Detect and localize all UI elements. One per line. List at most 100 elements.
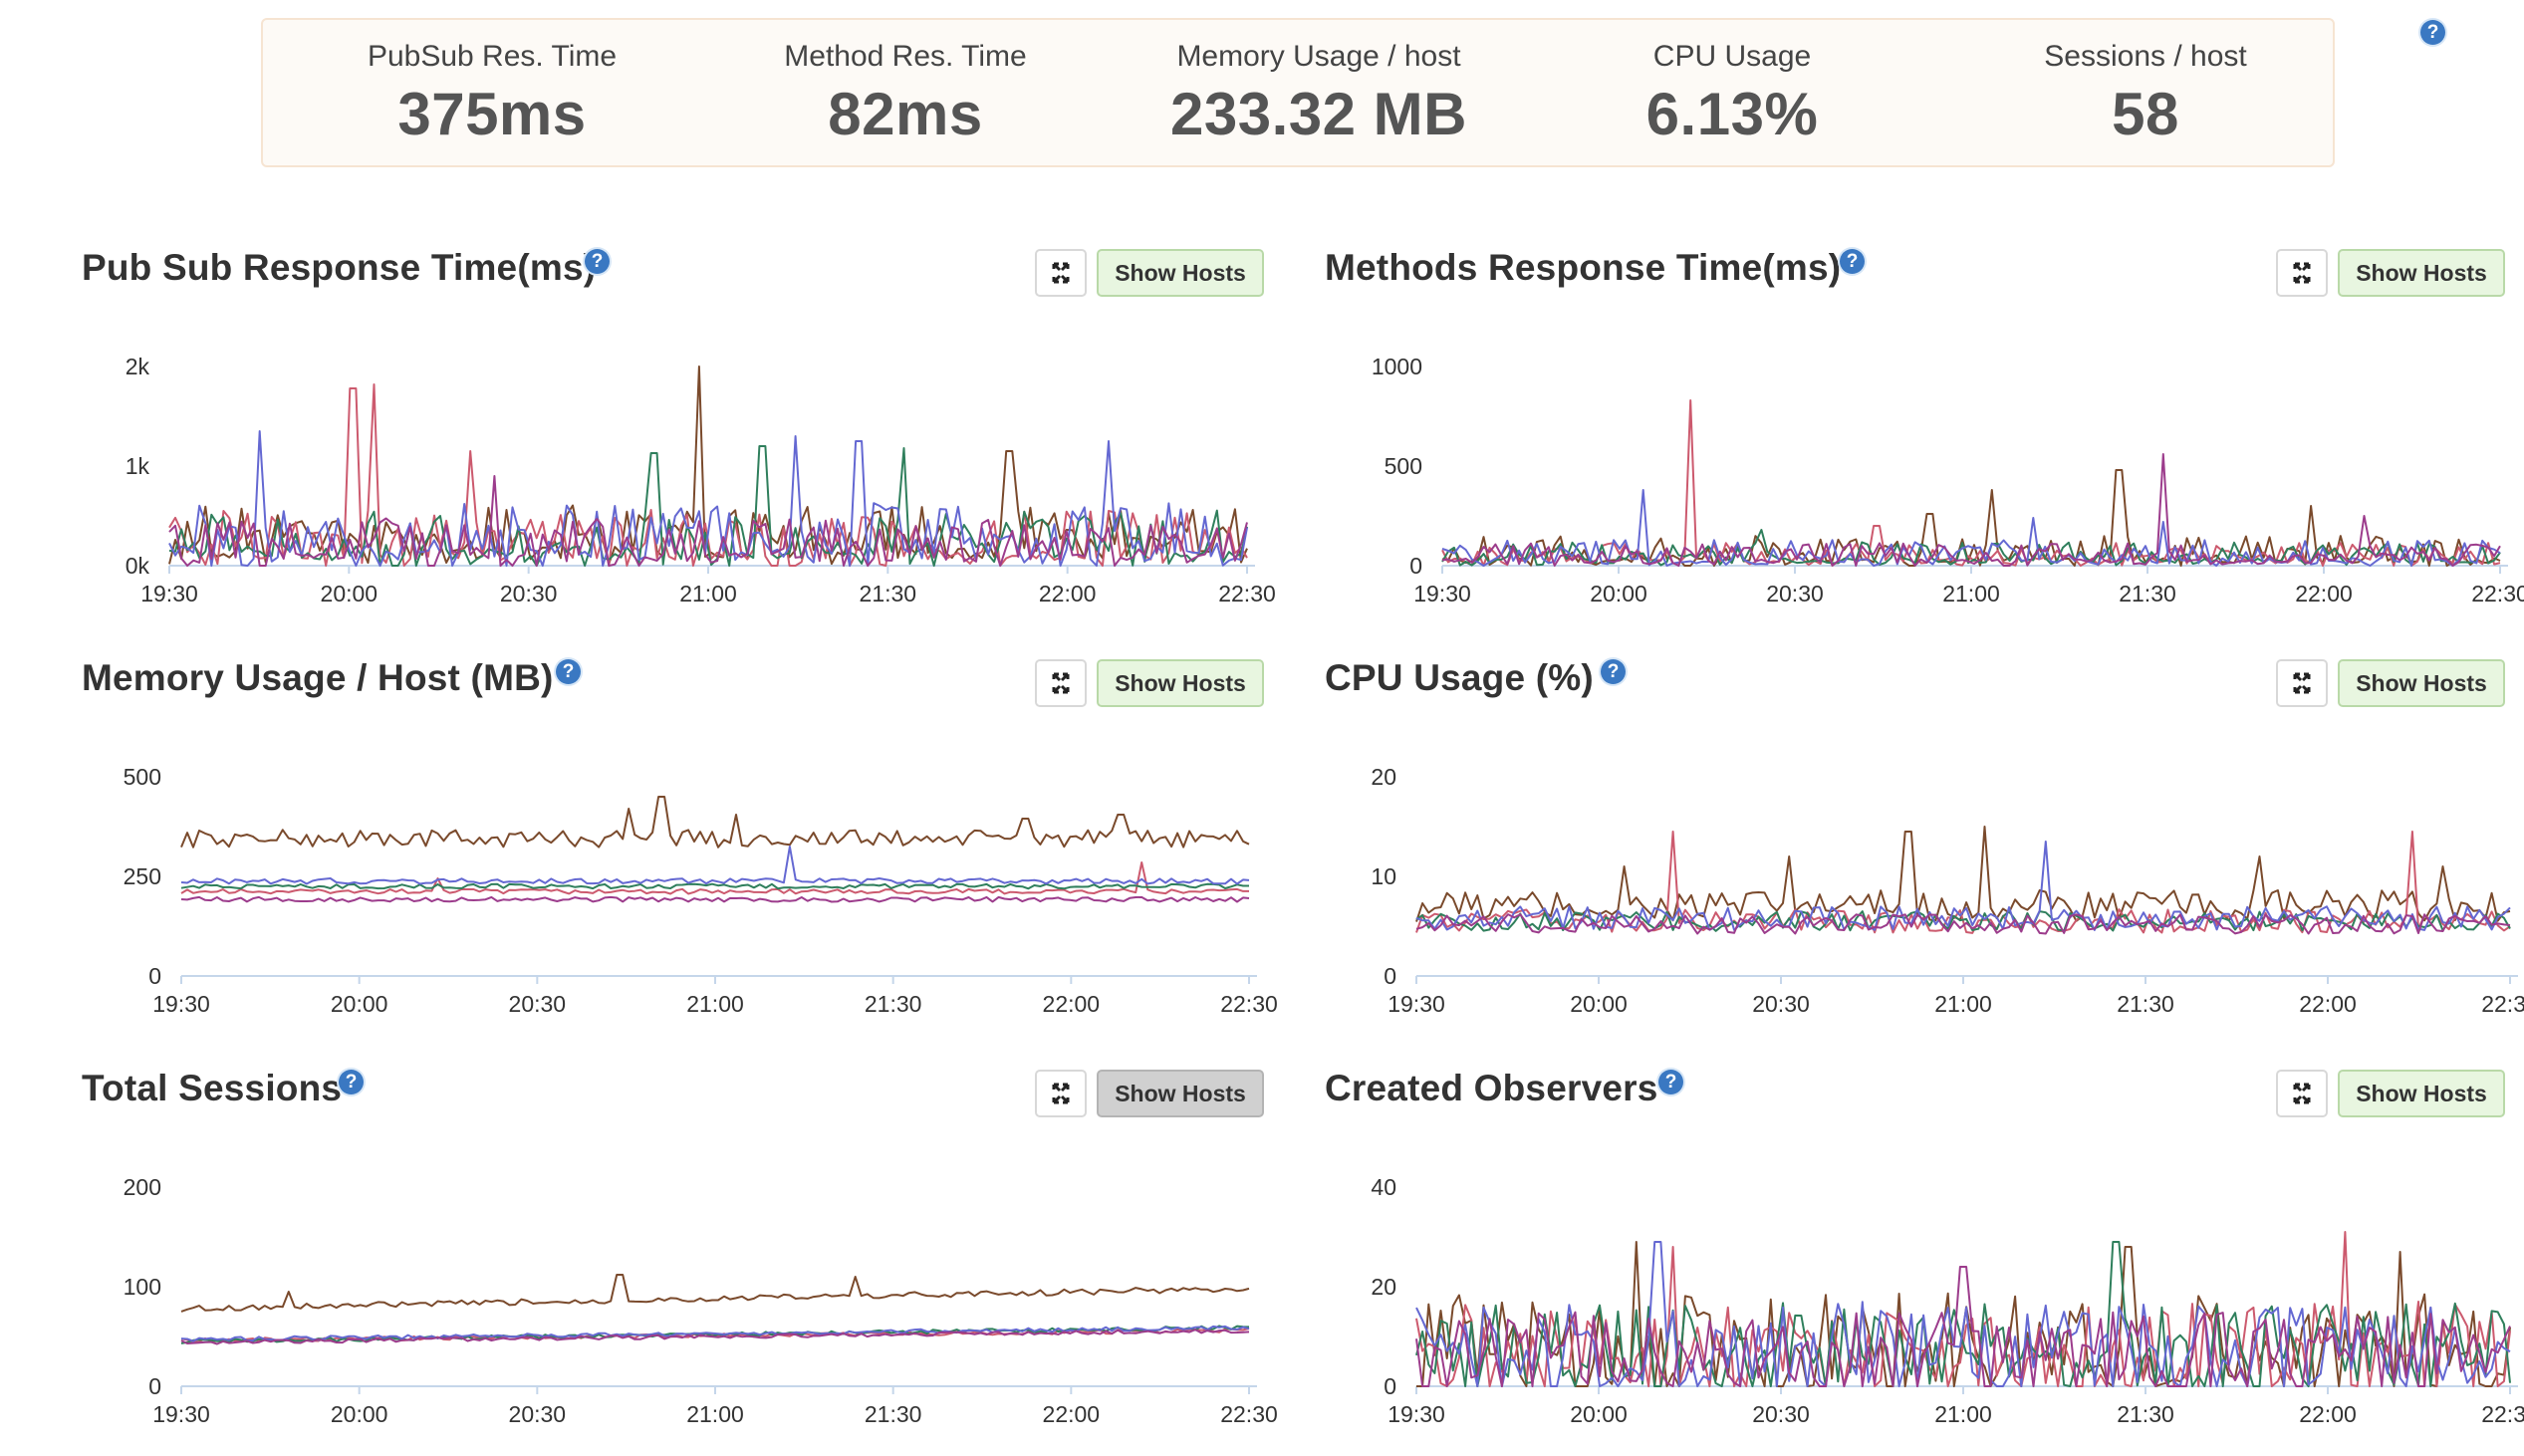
chart-panel: CPU Usage (%)? Show Hosts 20 10 0 19:30 20:00 2… — [1325, 627, 2524, 1036]
x-tick-label: 21:30 — [865, 991, 922, 1017]
x-tick-label: 21:00 — [686, 991, 744, 1017]
x-tick-label: 19:30 — [1388, 1401, 1445, 1427]
x-tick-label: 19:30 — [152, 1401, 210, 1427]
y-tick-label: 0k — [126, 553, 150, 579]
y-tick-label: 100 — [124, 1274, 161, 1300]
chart-title: CPU Usage (%) — [1325, 657, 1594, 698]
chart-panel: Methods Response Time(ms)? Show Hosts 1000… — [1325, 217, 2524, 625]
stat-label: PubSub Res. Time — [367, 40, 618, 73]
x-tick-label: 22:30 — [1220, 991, 1278, 1017]
help-icon[interactable]: ? — [1840, 249, 1865, 274]
x-tick-label: 22:30 — [2471, 581, 2524, 607]
x-tick-label: 20:30 — [509, 1401, 567, 1427]
y-tick-label: 0 — [148, 963, 161, 989]
series-line — [168, 475, 1248, 567]
series-line — [1415, 826, 2511, 922]
stat-label: Sessions / host — [2044, 40, 2247, 73]
line-chart: 20 10 019:30 20:00 20:30 21:00 21:30 22:00 22:30 — [1371, 764, 2524, 1017]
help-icon[interactable]: ? — [556, 659, 581, 684]
series-line — [180, 1325, 1250, 1342]
x-tick-label: 19:30 — [1388, 991, 1445, 1017]
stat-value: 58 — [2112, 81, 2179, 147]
series-line — [1415, 1266, 2511, 1387]
chart-title: Methods Response Time(ms) — [1325, 247, 1842, 288]
expand-button[interactable] — [1035, 659, 1087, 707]
series-line — [1415, 841, 2511, 931]
stat-label: Memory Usage / host — [1176, 40, 1461, 73]
help-icon[interactable]: ? — [2420, 20, 2445, 45]
chart-title: Pub Sub Response Time(ms) — [82, 247, 597, 288]
show-hosts-button[interactable]: Show Hosts — [2338, 659, 2505, 707]
y-tick-label: 0 — [1384, 963, 1396, 989]
series-line — [180, 796, 1250, 849]
expand-button[interactable] — [2276, 249, 2328, 297]
series-line — [1415, 1241, 2511, 1387]
x-tick-label: 21:30 — [2119, 581, 2176, 607]
summary-stats-box: PubSub Res. Time 375ms Method Res. Time … — [261, 18, 2335, 167]
series-line — [180, 861, 1249, 895]
y-tick-label: 0 — [1384, 1373, 1396, 1399]
series-line — [168, 430, 1248, 567]
series-line — [180, 1325, 1250, 1344]
x-tick-label: 20:30 — [509, 991, 567, 1017]
show-hosts-button[interactable]: Show Hosts — [1097, 659, 1264, 707]
y-tick-label: 500 — [1385, 453, 1422, 479]
expand-icon — [2293, 1083, 2311, 1104]
show-hosts-button[interactable]: Show Hosts — [2338, 249, 2505, 297]
stat-pubsub-response: PubSub Res. Time 375ms — [283, 20, 701, 169]
chart-title: Memory Usage / Host (MB) — [82, 657, 554, 698]
help-icon[interactable]: ? — [339, 1070, 364, 1094]
x-tick-label: 21:00 — [1942, 581, 2000, 607]
y-tick-label: 20 — [1371, 764, 1396, 790]
x-tick-label: 21:30 — [2117, 1401, 2174, 1427]
help-icon[interactable]: ? — [585, 249, 610, 274]
expand-icon — [1052, 672, 1070, 694]
x-tick-label: 20:30 — [1752, 1401, 1810, 1427]
x-tick-label: 20:30 — [1766, 581, 1824, 607]
y-tick-label: 2k — [126, 354, 150, 379]
x-tick-label: 20:00 — [331, 991, 388, 1017]
chart-panel: Total Sessions? Show Hosts 200 100 0 19:30 20:… — [82, 1038, 1278, 1446]
series-line — [180, 882, 1249, 890]
x-tick-label: 20:30 — [500, 581, 558, 607]
stat-sessions: Sessions / host 58 — [1936, 20, 2355, 169]
y-tick-label: 0 — [1409, 553, 1422, 579]
stat-value: 82ms — [828, 81, 983, 147]
series-line — [180, 846, 1250, 885]
expand-button[interactable] — [2276, 1070, 2328, 1117]
stat-value: 233.32 MB — [1170, 81, 1467, 147]
help-icon[interactable]: ? — [1601, 659, 1626, 684]
expand-icon — [1052, 262, 1070, 284]
x-tick-label: 19:30 — [152, 991, 210, 1017]
x-tick-label: 21:00 — [679, 581, 737, 607]
x-tick-label: 21:30 — [2117, 991, 2174, 1017]
show-hosts-button[interactable]: Show Hosts — [2338, 1070, 2505, 1117]
x-tick-label: 21:30 — [860, 581, 917, 607]
series-line — [1415, 831, 2511, 934]
show-hosts-button[interactable]: Show Hosts — [1097, 249, 1264, 297]
x-tick-label: 22:00 — [2295, 581, 2353, 607]
series-line — [1415, 913, 2511, 935]
help-icon[interactable]: ? — [1658, 1070, 1683, 1094]
stat-label: CPU Usage — [1652, 40, 1812, 73]
stat-memory-usage: Memory Usage / host 233.32 MB — [1110, 20, 1528, 169]
x-tick-label: 20:00 — [1570, 991, 1628, 1017]
y-tick-label: 20 — [1371, 1274, 1396, 1300]
show-hosts-button[interactable]: Show Hosts — [1097, 1070, 1264, 1117]
series-line — [168, 383, 1248, 567]
series-line — [1441, 469, 2501, 567]
line-chart: 1000 500 019:30 20:00 20:30 21:00 21:30 22:00 22… — [1372, 354, 2524, 607]
x-tick-label: 21:00 — [1934, 1401, 1992, 1427]
expand-button[interactable] — [1035, 1070, 1087, 1117]
x-tick-label: 22:00 — [2299, 991, 2357, 1017]
x-tick-label: 22:00 — [1043, 1401, 1101, 1427]
chart-panel: Memory Usage / Host (MB)? Show Hosts 500 25… — [82, 627, 1278, 1036]
y-tick-label: 250 — [124, 863, 161, 889]
expand-button[interactable] — [1035, 249, 1087, 297]
x-tick-label: 20:00 — [331, 1401, 388, 1427]
x-tick-label: 19:30 — [140, 581, 198, 607]
stat-value: 375ms — [397, 81, 587, 147]
x-tick-label: 21:30 — [865, 1401, 922, 1427]
stat-method-response: Method Res. Time 82ms — [696, 20, 1115, 169]
expand-button[interactable] — [2276, 659, 2328, 707]
